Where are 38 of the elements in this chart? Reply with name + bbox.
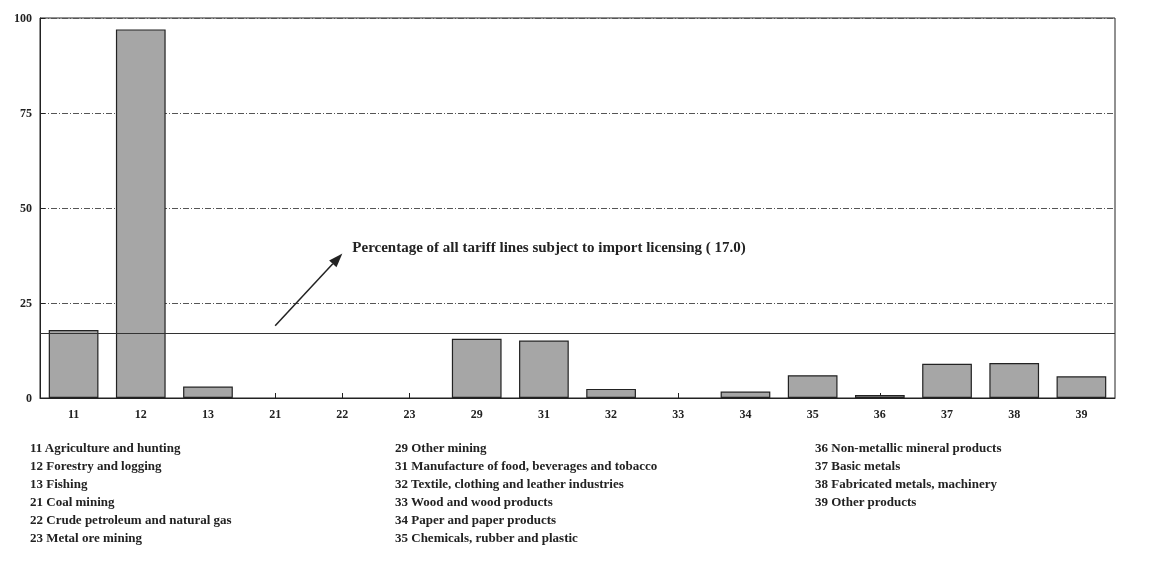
x-tick-label: 23 xyxy=(403,407,416,421)
y-tick-label: 25 xyxy=(20,296,32,310)
text: 13 Fishing xyxy=(30,476,89,492)
x-tick-label: 38 xyxy=(1008,407,1021,421)
x-tick-label: 35 xyxy=(806,407,819,421)
y-tick-label: 0 xyxy=(26,391,32,405)
x-tick-label: 12 xyxy=(134,407,147,421)
x-tick-label: 11 xyxy=(67,407,80,421)
x-tick-label: 31 xyxy=(537,407,550,421)
text: 11 Agriculture and hunting xyxy=(30,440,182,456)
text: 31 Manufacture of food, beverages and tobacco xyxy=(395,458,659,474)
x-tick-label: 33 xyxy=(672,407,685,421)
y-tick-label: 100 xyxy=(14,11,32,25)
ref-line-label: Percentage of all tariff lines subject to import licensing ( 17.0) xyxy=(352,238,746,256)
text: 22 Crude petroleum and natural gas xyxy=(30,512,233,528)
x-tick-label: 32 xyxy=(605,407,618,421)
x-tick-label: 39 xyxy=(1075,407,1088,421)
x-tick-label: 34 xyxy=(739,407,752,421)
text: 33 Wood and wood products xyxy=(395,494,554,510)
text: 34 Paper and paper products xyxy=(395,512,558,528)
text: 39 Other products xyxy=(815,494,918,510)
text: 12 Forestry and logging xyxy=(30,458,163,474)
text: 36 Non-metallic mineral products xyxy=(815,440,1003,456)
text: 35 Chemicals, rubber and plastic xyxy=(395,530,579,546)
y-tick-label: 50 xyxy=(20,201,32,215)
x-tick-label: 29 xyxy=(470,407,483,421)
text: 23 Metal ore mining xyxy=(30,530,144,546)
x-tick-label: 13 xyxy=(201,407,214,421)
text: 38 Fabricated metals, machinery xyxy=(815,476,998,492)
x-tick-label: 36 xyxy=(873,407,886,421)
text: 21 Coal mining xyxy=(30,494,116,510)
x-tick-label: 22 xyxy=(336,407,349,421)
text: 37 Basic metals xyxy=(815,458,902,474)
text: 29 Other mining xyxy=(395,440,488,456)
y-tick-label: 75 xyxy=(20,106,32,120)
x-tick-label: 37 xyxy=(941,407,954,421)
text: 32 Textile, clothing and leather industries xyxy=(395,476,625,492)
x-tick-label: 21 xyxy=(269,407,282,421)
